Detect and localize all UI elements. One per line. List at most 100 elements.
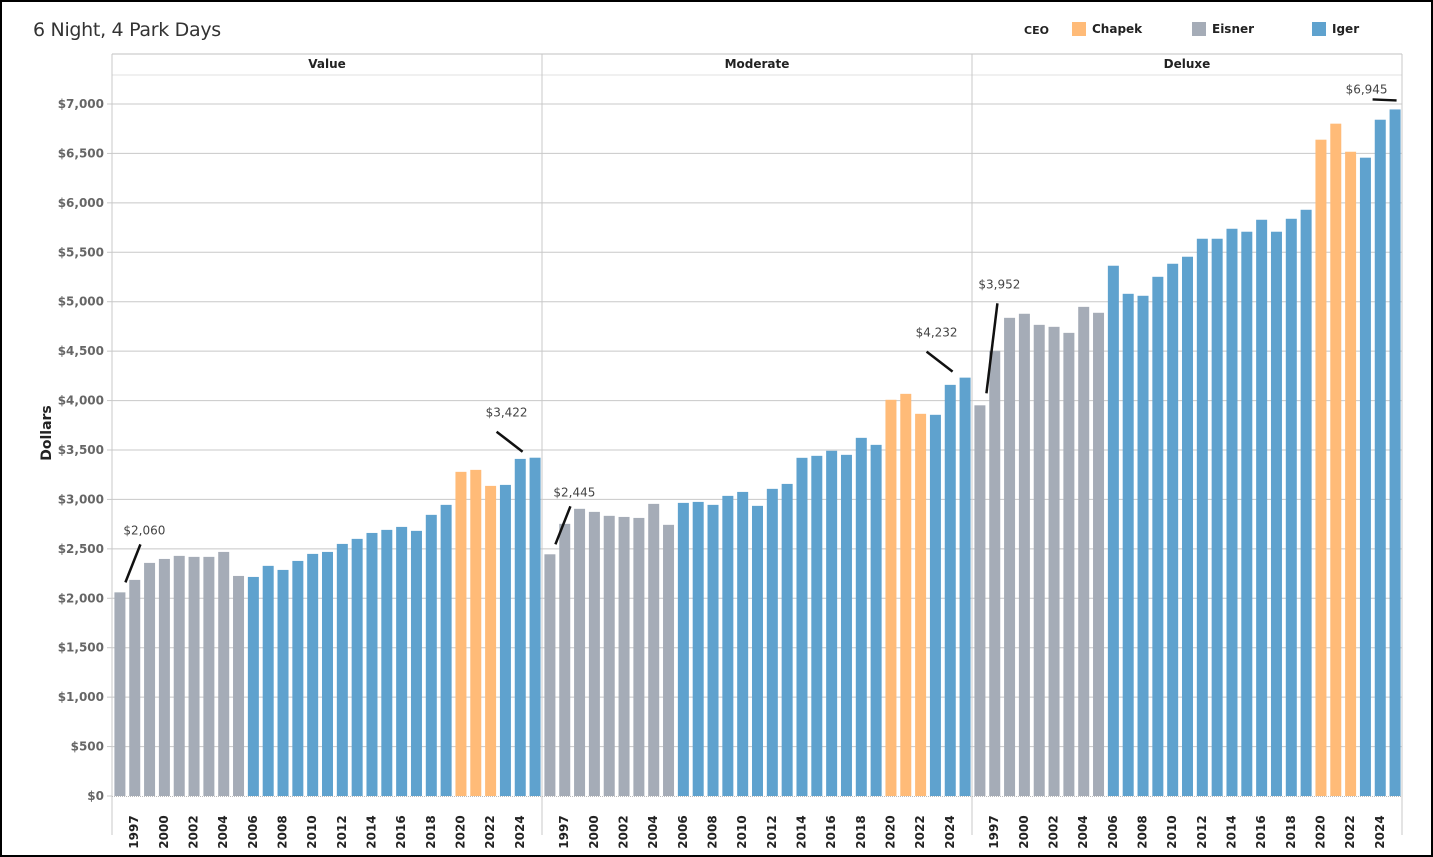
x-tick-label: 2002 [617, 815, 631, 848]
bar-value-2002 [188, 556, 200, 796]
bar-value-2001 [173, 555, 185, 796]
x-tick-label: 2020 [883, 815, 897, 848]
bar-moderate-2024 [944, 384, 956, 796]
x-tick-label: 2018 [854, 815, 868, 848]
x-tick-label: 2010 [1165, 815, 1179, 848]
legend-item-eisner[interactable]: Eisner [1192, 22, 1254, 36]
bar-value-2021 [470, 469, 482, 796]
bar-value-2011 [322, 551, 333, 796]
bar-value-2009 [292, 560, 304, 796]
data-label: $2,060 [123, 523, 165, 537]
panel-header-value: Value [308, 57, 346, 71]
data-label: $6,945 [1346, 82, 1388, 96]
legend-item-chapek[interactable]: Chapek [1072, 22, 1142, 36]
legend-label-iger: Iger [1332, 22, 1360, 36]
bar-moderate-2007 [692, 501, 704, 796]
bar-value-2023 [499, 484, 511, 796]
bar-value-2008 [277, 569, 289, 796]
panel-header-deluxe: Deluxe [1164, 57, 1211, 71]
bar-deluxe-1996 [974, 405, 986, 796]
bar-moderate-2006 [677, 502, 689, 796]
x-tick-label: 2014 [1224, 815, 1238, 848]
x-tick-label: 2000 [157, 815, 171, 848]
bar-value-2004 [218, 551, 230, 796]
x-tick-label: 1997 [557, 815, 571, 848]
bar-value-2013 [351, 538, 363, 796]
legend-swatch-chapek [1072, 22, 1086, 36]
bar-deluxe-2013 [1211, 238, 1223, 796]
x-tick-label: 2008 [706, 815, 720, 848]
bar-deluxe-2011 [1182, 256, 1193, 797]
bar-value-2006 [247, 576, 259, 796]
x-tick-label: 2006 [246, 815, 260, 848]
panel-header-moderate: Moderate [725, 57, 790, 71]
bar-value-2000 [158, 558, 170, 796]
legend-title: CEO [1024, 24, 1049, 37]
bar-moderate-2022 [915, 413, 927, 796]
bar-deluxe-2021 [1330, 123, 1342, 797]
bar-moderate-2018 [855, 437, 867, 796]
y-tick-label: $5,500 [58, 245, 104, 259]
annotation-leader-line [554, 505, 572, 545]
bar-value-2025 [529, 457, 541, 796]
bar-deluxe-2002 [1048, 326, 1060, 796]
bar-deluxe-2023 [1359, 157, 1371, 796]
y-tick-label: $0 [87, 789, 104, 803]
y-tick-label: $4,000 [58, 394, 104, 408]
bar-deluxe-2019 [1300, 209, 1312, 796]
bar-moderate-2001 [603, 515, 615, 796]
bar-moderate-2023 [929, 414, 941, 796]
bar-deluxe-2005 [1093, 312, 1105, 796]
bars [114, 109, 1401, 797]
bar-value-2005 [233, 575, 245, 796]
bar-value-2012 [336, 543, 348, 796]
x-tick-label: 2014 [794, 815, 808, 848]
y-tick-label: $3,500 [58, 443, 104, 457]
axes: $0 $500 $1,000 $1,500 $2,000 $2,500 $3,000 $3,5… [39, 57, 1387, 849]
x-tick-label: 2010 [305, 815, 319, 848]
x-tick-label: 2020 [1313, 815, 1327, 848]
bar-moderate-2016 [826, 450, 838, 796]
annotations: $2,060 $3,422 $2,445 $4,232 $3,952 $6,945 [123, 82, 1397, 583]
x-tick-label: 2006 [1106, 815, 1120, 848]
bar-value-2010 [307, 553, 319, 796]
bar-value-2003 [203, 556, 215, 796]
bar-value-2018 [425, 514, 437, 796]
x-tick-label: 2012 [335, 815, 349, 848]
annotation-leader-line [925, 350, 954, 373]
annotation-leader-line [985, 303, 999, 394]
bar-moderate-2014 [796, 457, 808, 796]
y-tick-label: $5,000 [58, 295, 104, 309]
bar-deluxe-2004 [1078, 306, 1090, 796]
x-tick-label: 2002 [1047, 815, 1061, 848]
bar-moderate-2009 [722, 495, 734, 796]
bar-deluxe-2001 [1033, 324, 1045, 796]
y-tick-label: $1,000 [58, 690, 104, 704]
x-tick-label: 1997 [127, 815, 141, 848]
bar-deluxe-2017 [1270, 231, 1282, 796]
bar-moderate-2002 [618, 516, 630, 796]
bar-moderate-2011 [752, 505, 763, 796]
bar-moderate-2003 [633, 517, 645, 796]
bar-deluxe-2008 [1137, 295, 1149, 796]
x-tick-label: 2022 [1343, 815, 1357, 848]
bar-moderate-1999 [574, 508, 586, 796]
bar-value-2014 [366, 532, 378, 796]
annotation-leader-line [1372, 98, 1397, 102]
data-label: $4,232 [916, 326, 958, 340]
bar-deluxe-2025 [1389, 109, 1401, 797]
bar-value-2024 [514, 458, 526, 796]
legend-swatch-iger [1312, 22, 1326, 36]
x-tick-label: 2024 [1373, 815, 1387, 848]
legend-item-iger[interactable]: Iger [1312, 22, 1359, 36]
y-tick-label: $2,000 [58, 591, 104, 605]
bar-moderate-2021 [900, 393, 912, 796]
x-tick-label: 2020 [453, 815, 467, 848]
x-tick-label: 2024 [513, 815, 527, 848]
data-label: $3,952 [978, 277, 1020, 291]
legend-swatch-eisner [1192, 22, 1206, 36]
legend-label-chapek: Chapek [1092, 22, 1143, 36]
bar-moderate-2005 [663, 524, 675, 796]
bar-moderate-2012 [766, 488, 778, 796]
panel-frames [111, 53, 1403, 835]
